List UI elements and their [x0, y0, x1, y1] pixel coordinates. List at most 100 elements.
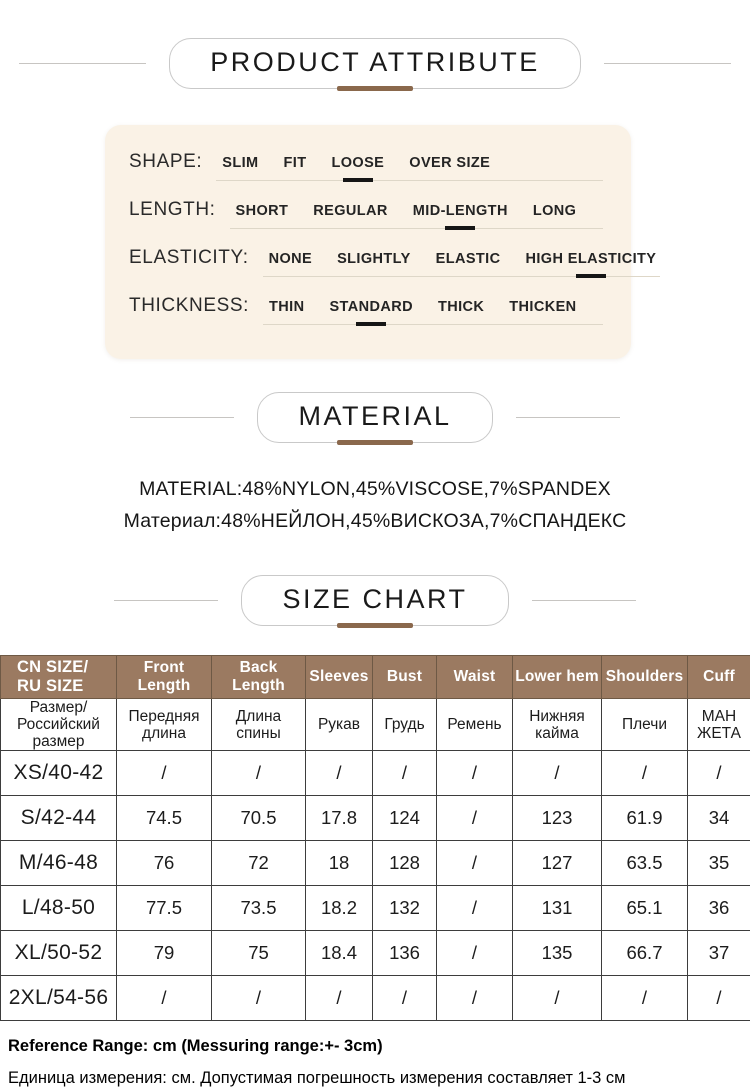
measurement-cell: / [437, 931, 513, 976]
column-header-ru: МАН ЖЕТА [688, 699, 750, 751]
column-header-ru: Размер/ Российский размер [1, 699, 117, 751]
attribute-options: SLIM FIT LOOSE OVER SIZE [216, 153, 603, 181]
measurement-cell: / [437, 976, 513, 1021]
attribute-option-selected: MID-LENGTH [413, 203, 508, 219]
measurement-cell: 65.1 [602, 886, 688, 931]
size-table-row: 2XL/54-56//////// [1, 976, 750, 1021]
measurement-cell: / [437, 841, 513, 886]
size-label-cell: XL/50-52 [1, 931, 117, 976]
measurement-cell: / [212, 751, 306, 796]
measurement-cell: 127 [513, 841, 602, 886]
measurement-cell: 63.5 [602, 841, 688, 886]
measurement-cell: 132 [373, 886, 437, 931]
measurement-cell: / [437, 796, 513, 841]
attribute-option: SLIM [222, 155, 258, 171]
attribute-option: FIT [284, 155, 307, 171]
measurement-cell: / [306, 751, 373, 796]
decorative-line-left [19, 63, 146, 64]
attribute-option-selected: HIGH ELASTICITY [526, 251, 657, 267]
attribute-label: ELASTICITY: [129, 247, 249, 269]
measurement-cell: 72 [212, 841, 306, 886]
measurement-cell: / [688, 751, 750, 796]
material-title: MATERIAL [257, 392, 492, 443]
measurement-cell: / [602, 751, 688, 796]
attribute-option-selected: LOOSE [332, 155, 385, 171]
measurement-cell: 61.9 [602, 796, 688, 841]
attribute-option: REGULAR [313, 203, 388, 219]
column-header-ru: Длина спины [212, 699, 306, 751]
column-header-en: Shoulders [602, 656, 688, 699]
note-en: Reference Range: cm (Messuring range:+- … [8, 1037, 750, 1056]
column-header-en: Front Length [117, 656, 212, 699]
size-chart-title: SIZE CHART [241, 575, 508, 626]
measurement-cell: 70.5 [212, 796, 306, 841]
column-header-ru: Рукав [306, 699, 373, 751]
column-header-en: Sleeves [306, 656, 373, 699]
measurement-cell: / [437, 886, 513, 931]
product-attribute-title: PRODUCT ATTRIBUTE [169, 38, 581, 89]
column-header-ru: Нижняя кайма [513, 699, 602, 751]
measurement-cell: / [373, 976, 437, 1021]
measurement-cell: / [513, 976, 602, 1021]
measurement-cell: 17.8 [306, 796, 373, 841]
measurement-cell: 128 [373, 841, 437, 886]
column-header-ru: Ремень [437, 699, 513, 751]
measurement-cell: / [117, 976, 212, 1021]
column-header-en: Bust [373, 656, 437, 699]
size-label-cell: M/46-48 [1, 841, 117, 886]
measurement-cell: / [513, 751, 602, 796]
attribute-option: SLIGHTLY [337, 251, 411, 267]
column-header-ru: Грудь [373, 699, 437, 751]
measurement-cell: 76 [117, 841, 212, 886]
measurement-cell: 66.7 [602, 931, 688, 976]
column-header-ru: Плечи [602, 699, 688, 751]
size-label-cell: L/48-50 [1, 886, 117, 931]
measurement-cell: 79 [117, 931, 212, 976]
measurement-cell: 75 [212, 931, 306, 976]
attribute-option: THIN [269, 299, 304, 315]
measurement-cell: 135 [513, 931, 602, 976]
measurement-cell: 37 [688, 931, 750, 976]
size-label-cell: 2XL/54-56 [1, 976, 117, 1021]
decorative-line-left [114, 600, 218, 601]
attribute-option: THICK [438, 299, 484, 315]
measurement-cell: 36 [688, 886, 750, 931]
measurement-cell: 123 [513, 796, 602, 841]
decorative-line-right [604, 63, 731, 64]
attribute-option: THICKEN [509, 299, 576, 315]
decorative-line-right [516, 417, 620, 418]
note-ru: Единица измерения: см. Допустимая погреш… [8, 1069, 750, 1088]
material-composition: MATERIAL:48%NYLON,45%VISCOSE,7%SPANDEX М… [0, 473, 750, 537]
size-label-cell: S/42-44 [1, 796, 117, 841]
column-header-en: Cuff [688, 656, 750, 699]
attribute-option: OVER SIZE [409, 155, 490, 171]
measurement-cell: 18.4 [306, 931, 373, 976]
attribute-option: ELASTIC [436, 251, 501, 267]
measurement-cell: / [212, 976, 306, 1021]
measurement-cell: / [117, 751, 212, 796]
attribute-option: LONG [533, 203, 577, 219]
decorative-line-right [532, 600, 636, 601]
column-header-en: Lower hem [513, 656, 602, 699]
measurement-cell: 35 [688, 841, 750, 886]
column-header-en: Waist [437, 656, 513, 699]
measurement-notes: Reference Range: cm (Messuring range:+- … [8, 1037, 750, 1088]
measurement-cell: 77.5 [117, 886, 212, 931]
size-table-row: XS/40-42//////// [1, 751, 750, 796]
measurement-cell: 136 [373, 931, 437, 976]
measurement-cell: / [373, 751, 437, 796]
measurement-cell: 18 [306, 841, 373, 886]
